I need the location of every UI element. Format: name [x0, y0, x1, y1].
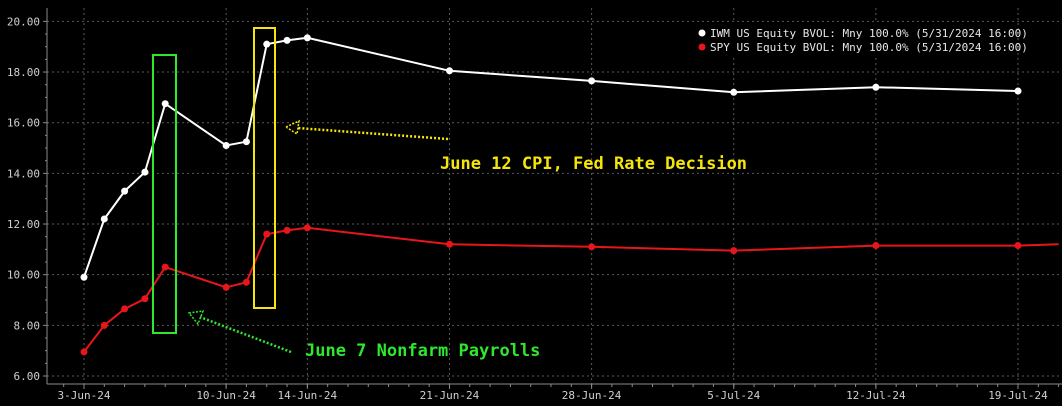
- data-point-iwm: [303, 34, 311, 42]
- x-tick-label: 14-Jun-24: [278, 389, 338, 402]
- y-tick-label: 12.00: [7, 218, 40, 231]
- payrolls-arrow: [187, 310, 292, 354]
- legend-label-spy: SPY US Equity BVOL: Mny 100.0% (5/31/202…: [710, 41, 1028, 54]
- data-point-spy: [141, 295, 149, 303]
- data-point-iwm: [872, 83, 880, 91]
- y-tick-label: 20.00: [7, 15, 40, 28]
- y-axis: 6.00 8.00 10.00 12.00 14.00 16.00 18.00 20.00: [7, 8, 48, 384]
- data-point-spy: [730, 247, 738, 255]
- data-point-iwm: [161, 100, 169, 108]
- data-point-spy: [1014, 242, 1022, 250]
- data-point-iwm: [1014, 87, 1022, 95]
- x-tick-label: 28-Jun-24: [562, 389, 622, 402]
- data-point-spy: [121, 305, 129, 313]
- data-point-iwm: [121, 187, 129, 195]
- x-axis: 3-Jun-24 10-Jun-24 14-Jun-24 21-Jun-24 28-Ju…: [47, 383, 1062, 402]
- x-tick-label: 12-Jul-24: [846, 389, 906, 402]
- data-point-spy: [263, 230, 271, 238]
- data-point-spy: [161, 263, 169, 271]
- data-point-spy: [445, 240, 453, 248]
- data-point-iwm: [588, 77, 596, 85]
- data-point-spy: [588, 243, 596, 251]
- data-point-iwm: [242, 138, 250, 146]
- y-tick-label: 8.00: [14, 319, 41, 332]
- x-tick-label: 3-Jun-24: [58, 389, 111, 402]
- y-tick-label: 6.00: [14, 370, 41, 383]
- data-point-spy: [872, 242, 880, 250]
- data-point-iwm: [80, 273, 88, 281]
- data-point-iwm: [283, 36, 291, 44]
- y-tick-label: 10.00: [7, 269, 40, 282]
- payrolls-highlight-box: [152, 54, 177, 334]
- cpi-annotation: June 12 CPI, Fed Rate Decision: [440, 154, 747, 174]
- y-tick-label: 14.00: [7, 167, 40, 180]
- legend-label-iwm: IWM US Equity BVOL: Mny 100.0% (5/31/202…: [710, 27, 1028, 40]
- payrolls-annotation: June 7 Nonfarm Payrolls: [305, 341, 540, 361]
- y-tick-label: 18.00: [7, 66, 40, 79]
- data-point-spy: [303, 224, 311, 232]
- y-tick-label: 16.00: [7, 117, 40, 130]
- series-line-spy: [83, 226, 1059, 353]
- legend-marker-spy: [698, 43, 706, 51]
- data-point-iwm: [263, 40, 271, 48]
- data-point-spy: [222, 283, 230, 291]
- data-point-iwm: [445, 67, 453, 75]
- gridlines: [47, 8, 1062, 384]
- data-point-spy: [283, 226, 291, 234]
- data-point-iwm: [222, 141, 230, 149]
- data-point-iwm: [141, 168, 149, 176]
- series-group: [80, 34, 1059, 356]
- data-point-iwm: [100, 215, 108, 223]
- x-tick-label: 21-Jun-24: [420, 389, 480, 402]
- legend-marker-iwm: [698, 29, 706, 37]
- legend: IWM US Equity BVOL: Mny 100.0% (5/31/202…: [694, 23, 1028, 57]
- x-tick-label: 10-Jun-24: [196, 389, 256, 402]
- data-point-iwm: [730, 88, 738, 96]
- data-point-spy: [242, 278, 250, 286]
- cpi-highlight-box: [253, 27, 276, 309]
- x-tick-label: 5-Jul-24: [707, 389, 760, 402]
- data-point-spy: [100, 321, 108, 329]
- data-point-spy: [80, 348, 88, 356]
- x-tick-label: 19-Jul-24: [988, 389, 1048, 402]
- cpi-arrow: [284, 119, 449, 141]
- legend-box: [694, 23, 1008, 57]
